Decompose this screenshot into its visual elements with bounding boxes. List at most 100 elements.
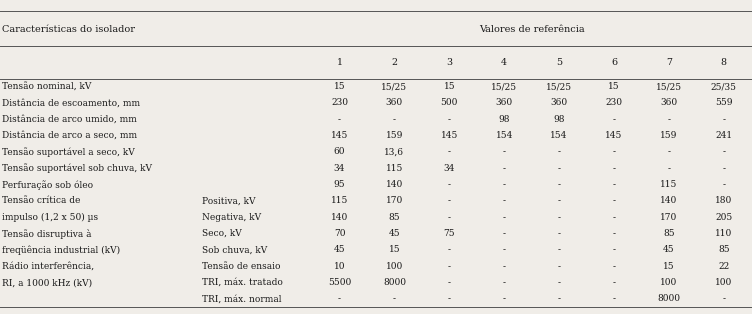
Text: 85: 85 [389, 213, 400, 222]
Text: 45: 45 [334, 246, 345, 254]
Text: 15: 15 [608, 82, 620, 91]
Text: -: - [613, 246, 615, 254]
Text: -: - [448, 295, 450, 303]
Text: Positiva, kV: Positiva, kV [202, 197, 255, 205]
Text: 154: 154 [550, 131, 568, 140]
Text: Características do isolador: Características do isolador [2, 25, 135, 34]
Text: -: - [338, 115, 341, 124]
Text: 180: 180 [715, 197, 732, 205]
Text: -: - [448, 278, 450, 287]
Text: 13,6: 13,6 [384, 148, 405, 156]
Text: 95: 95 [334, 180, 345, 189]
Text: 7: 7 [666, 58, 672, 67]
Text: Negativa, kV: Negativa, kV [202, 213, 261, 222]
Text: -: - [503, 229, 505, 238]
Text: 1: 1 [337, 58, 342, 67]
Text: 85: 85 [718, 246, 729, 254]
Text: Valores de referência: Valores de referência [479, 25, 584, 34]
Text: 25/35: 25/35 [711, 82, 737, 91]
Text: 159: 159 [386, 131, 403, 140]
Text: -: - [668, 164, 670, 173]
Text: freqüência industrial (kV): freqüência industrial (kV) [2, 245, 120, 255]
Text: -: - [723, 148, 725, 156]
Text: Perfuração sob óleo: Perfuração sob óleo [2, 180, 92, 190]
Text: 10: 10 [334, 262, 345, 271]
Text: -: - [503, 295, 505, 303]
Text: 15/25: 15/25 [546, 82, 572, 91]
Text: 360: 360 [386, 99, 403, 107]
Text: 360: 360 [660, 99, 678, 107]
Text: 140: 140 [331, 213, 348, 222]
Text: -: - [503, 180, 505, 189]
Text: -: - [558, 213, 560, 222]
Text: -: - [613, 180, 615, 189]
Text: -: - [723, 115, 725, 124]
Text: -: - [613, 213, 615, 222]
Text: 230: 230 [605, 99, 623, 107]
Text: 140: 140 [386, 180, 403, 189]
Text: Sob chuva, kV: Sob chuva, kV [202, 246, 267, 254]
Text: 60: 60 [334, 148, 345, 156]
Text: 100: 100 [386, 262, 403, 271]
Text: 100: 100 [715, 278, 732, 287]
Text: TRI, máx. normal: TRI, máx. normal [202, 295, 281, 303]
Text: 15/25: 15/25 [656, 82, 682, 91]
Text: 15: 15 [663, 262, 675, 271]
Text: 6: 6 [611, 58, 617, 67]
Text: -: - [668, 148, 670, 156]
Text: 145: 145 [441, 131, 458, 140]
Text: -: - [338, 295, 341, 303]
Text: -: - [613, 278, 615, 287]
Text: 15: 15 [334, 82, 345, 91]
Text: 230: 230 [331, 99, 348, 107]
Text: -: - [613, 262, 615, 271]
Text: -: - [558, 148, 560, 156]
Text: -: - [723, 180, 725, 189]
Text: 2: 2 [392, 58, 397, 67]
Text: -: - [448, 115, 450, 124]
Text: 34: 34 [334, 164, 345, 173]
Text: 170: 170 [660, 213, 678, 222]
Text: -: - [503, 164, 505, 173]
Text: -: - [558, 229, 560, 238]
Text: 360: 360 [496, 99, 513, 107]
Text: Tensão nominal, kV: Tensão nominal, kV [2, 82, 91, 91]
Text: 170: 170 [386, 197, 403, 205]
Text: 8000: 8000 [657, 295, 681, 303]
Text: -: - [448, 246, 450, 254]
Text: -: - [613, 164, 615, 173]
Text: 15/25: 15/25 [491, 82, 517, 91]
Text: Rádio interferência,: Rádio interferência, [2, 262, 94, 271]
Text: Distância de escoamento, mm: Distância de escoamento, mm [2, 99, 140, 107]
Text: 70: 70 [334, 229, 345, 238]
Text: 115: 115 [660, 180, 678, 189]
Text: -: - [393, 295, 396, 303]
Text: -: - [448, 180, 450, 189]
Text: 205: 205 [715, 213, 732, 222]
Text: 15/25: 15/25 [381, 82, 408, 91]
Text: -: - [503, 278, 505, 287]
Text: 145: 145 [331, 131, 348, 140]
Text: Tensão de ensaio: Tensão de ensaio [202, 262, 280, 271]
Text: 241: 241 [715, 131, 732, 140]
Text: 5: 5 [556, 58, 562, 67]
Text: 75: 75 [444, 229, 455, 238]
Text: Tensão suportável sob chuva, kV: Tensão suportável sob chuva, kV [2, 163, 151, 173]
Text: 98: 98 [499, 115, 510, 124]
Text: -: - [558, 246, 560, 254]
Text: 8: 8 [721, 58, 726, 67]
Text: 559: 559 [715, 99, 732, 107]
Text: Distância de arco a seco, mm: Distância de arco a seco, mm [2, 131, 137, 140]
Text: RI, a 1000 kHz (kV): RI, a 1000 kHz (kV) [2, 278, 92, 287]
Text: -: - [613, 115, 615, 124]
Text: 115: 115 [386, 164, 403, 173]
Text: -: - [668, 115, 670, 124]
Text: -: - [613, 229, 615, 238]
Text: -: - [448, 213, 450, 222]
Text: Tensão disruptiva à: Tensão disruptiva à [2, 229, 91, 239]
Text: 100: 100 [660, 278, 678, 287]
Text: 98: 98 [553, 115, 565, 124]
Text: 500: 500 [441, 99, 458, 107]
Text: -: - [503, 148, 505, 156]
Text: -: - [503, 213, 505, 222]
